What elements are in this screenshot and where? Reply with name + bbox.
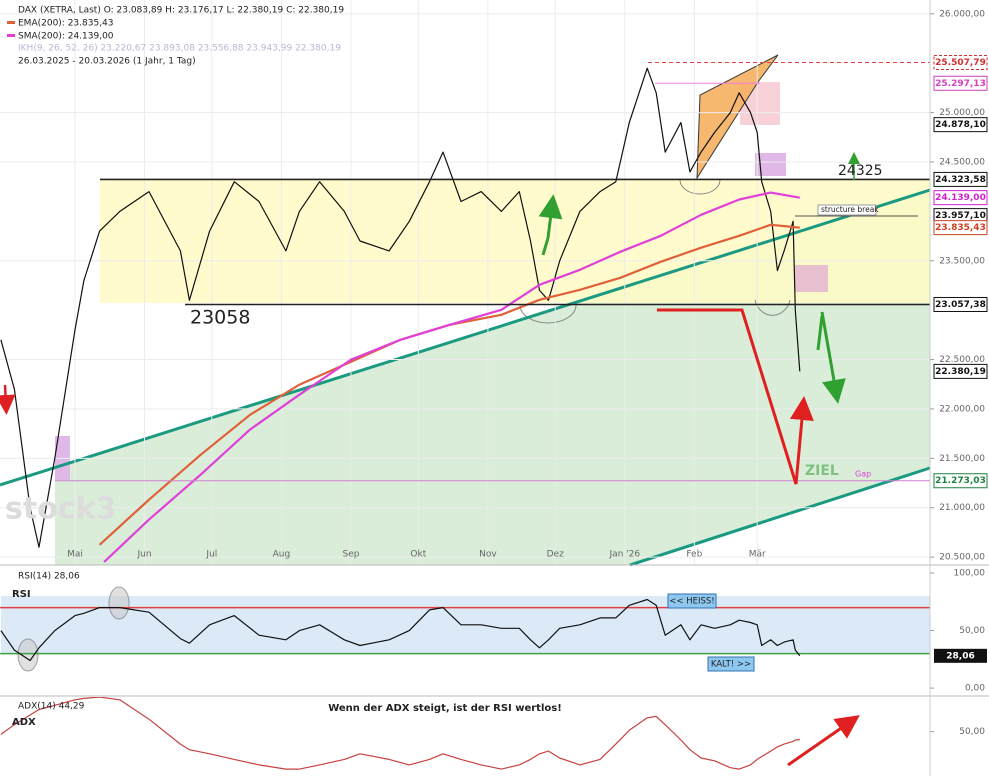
- x-tick-label: Okt: [410, 550, 426, 560]
- watermark: stock3: [5, 492, 116, 527]
- price-line: [0, 598, 801, 662]
- annotation: KALT! >>: [711, 660, 751, 670]
- label-box: [667, 593, 717, 609]
- last-value-box: [934, 648, 987, 663]
- arrow: [820, 311, 846, 404]
- y-tick-label: 20.500,00: [939, 553, 985, 563]
- y-tick-label: 22.500,00: [939, 355, 985, 365]
- price-label-box: [933, 75, 988, 91]
- panel-label: ADX: [12, 717, 36, 728]
- label-box: [817, 204, 877, 216]
- arrow: [787, 715, 860, 767]
- indicator-line: [98, 223, 800, 546]
- price-label-box: [933, 171, 988, 187]
- price-label-box: [933, 190, 988, 206]
- price-label-box: [933, 363, 988, 379]
- y-tick-label: 22.000,00: [939, 404, 985, 414]
- x-tick-label: Jun: [136, 550, 151, 560]
- y-tick-label: 0,00: [965, 684, 985, 694]
- last-value-label: 28,06: [946, 651, 974, 661]
- indicator: IKH(9, 26, 52, 26) 23.220,67 23.893,08 2…: [18, 44, 341, 54]
- legend-label: SMA(200): 24.139,00: [18, 32, 114, 42]
- annotation: structure break: [821, 205, 879, 214]
- x-tick-label: Mai: [67, 550, 83, 560]
- annotation: 24325: [838, 163, 883, 179]
- price-label: 23.957,10: [935, 211, 986, 221]
- pattern-arc: [679, 179, 721, 195]
- price-label-box: [933, 473, 988, 489]
- x-tick-label: Jul: [205, 550, 217, 560]
- marker-box: [755, 153, 786, 176]
- x-tick-label: Feb: [686, 550, 702, 560]
- range-box: [100, 180, 930, 303]
- x-tick-label: Mär: [749, 550, 766, 560]
- x-tick-label: Nov: [479, 550, 497, 560]
- x-tick-label: Dez: [547, 550, 564, 560]
- highlight: [108, 586, 130, 620]
- date-range: 26.03.2025 - 20.03.2026 (1 Jahr, 1 Tag): [18, 57, 196, 67]
- panel-title: RSI(14) 28,06: [18, 572, 80, 582]
- price-line: [0, 67, 801, 548]
- trend-line: [629, 466, 931, 567]
- price-label: 23.835,43: [935, 223, 986, 233]
- x-tick-label: Jan '26: [608, 550, 640, 560]
- y-tick-label: 23.500,00: [939, 256, 985, 266]
- price-label: 24.878,10: [935, 120, 986, 130]
- panel: [0, 598, 930, 662]
- price-label-box: [933, 54, 988, 70]
- price-label: 25.507,79: [935, 58, 986, 68]
- legend-swatch: [7, 34, 15, 37]
- marker-box: [795, 265, 828, 292]
- price-label: 22.380,19: [935, 367, 986, 377]
- y-tick-label: 50,00: [959, 727, 985, 737]
- arrow: [816, 315, 824, 351]
- panel: [0, 0, 930, 565]
- legend-swatch: [7, 21, 15, 24]
- y-tick-label: 24.500,00: [939, 157, 985, 167]
- price-label: 24.323,58: [935, 175, 986, 185]
- x-tick-label: Sep: [343, 550, 360, 560]
- trend-line: [0, 188, 931, 487]
- panel-subtitle: Wenn der ADX steigt, ist der RSI wertlos…: [328, 703, 562, 714]
- y-tick-label: 26.000,00: [939, 9, 985, 19]
- pattern-arc: [519, 304, 577, 324]
- legend-label: EMA(200): 23.835,43: [18, 19, 114, 29]
- price-label: 24.139,00: [935, 193, 986, 203]
- price-label-box: [933, 117, 988, 133]
- x-tick-label: Aug: [273, 550, 291, 560]
- price-label: 25.297,13: [935, 79, 986, 89]
- annotation: 23058: [190, 307, 250, 329]
- chart-title: DAX (XETRA, Last) O: 23.083,89 H: 23.176…: [18, 6, 344, 16]
- label-box: [707, 656, 755, 672]
- price-line: [0, 697, 800, 770]
- price-label-box: [933, 220, 988, 236]
- price-labels: 25.507,79 25.297,13 24.878,10 24.323,58 24.1…: [933, 54, 988, 663]
- price-label: 23.057,38: [935, 300, 986, 310]
- annotation: << HEISS!: [669, 597, 714, 607]
- y-tick-label: 21.500,00: [939, 454, 985, 464]
- price-label-box: [933, 296, 988, 312]
- price-label: 21.273,03: [935, 476, 986, 486]
- y-tick-label: 25.000,00: [939, 108, 985, 118]
- y-tick-label: 100,00: [954, 569, 986, 579]
- annotation: Gap: [855, 470, 871, 479]
- wedge: [696, 54, 779, 180]
- highlight: [17, 638, 39, 672]
- panel-title: ADX(14) 44,29: [18, 702, 85, 712]
- panel-label: RSI: [12, 589, 31, 600]
- y-tick-label: 50,00: [959, 626, 985, 636]
- y-tick-label: 21.000,00: [939, 503, 985, 513]
- panel: [0, 697, 800, 770]
- indicator-line: [103, 191, 800, 563]
- arrow: [657, 308, 814, 485]
- drawings-back: [0, 54, 931, 672]
- arrow: [538, 194, 563, 256]
- annotation: ZIEL: [805, 463, 839, 479]
- arrow: [0, 384, 16, 415]
